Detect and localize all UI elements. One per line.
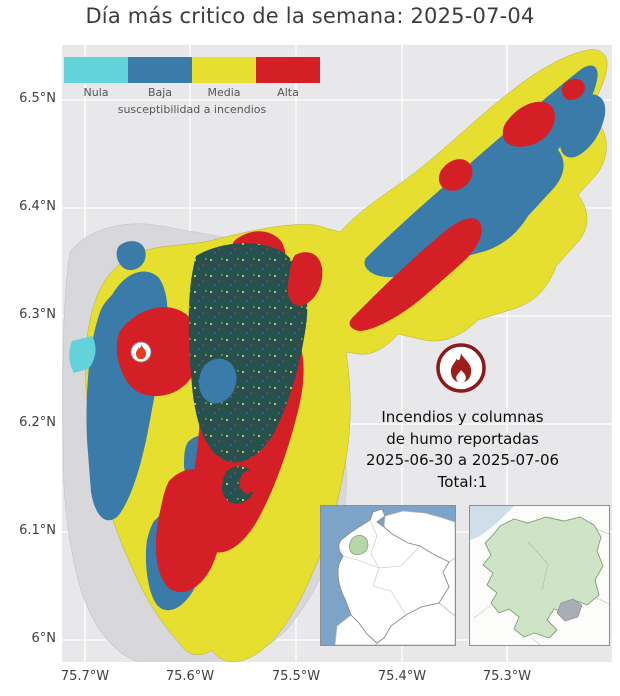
x-axis-tick-4: 75.3°W <box>482 669 532 684</box>
y-axis-tick-1: 6.4°N <box>19 199 56 214</box>
legend-swatch-media <box>192 57 256 83</box>
legend-colorbar <box>64 57 320 83</box>
fire-badge <box>436 343 486 393</box>
fire-marker <box>130 341 152 363</box>
fires-annotation: Incendios y columnas de humo reportadas … <box>320 407 605 493</box>
map-region-nula <box>69 336 96 373</box>
department-locator-art <box>470 506 609 645</box>
y-axis-tick-5: 6°N <box>31 631 57 646</box>
y-axis-tick-0: 6.5°N <box>19 91 56 106</box>
colombia-locator-art <box>334 508 455 645</box>
fires-annotation-line1: Incendios y columnas <box>381 408 544 426</box>
fires-annotation-daterange: 2025-06-30 a 2025-07-06 <box>365 451 560 469</box>
x-axis-tick-0: 75.7°W <box>60 669 110 684</box>
x-axis-tick-2: 75.5°W <box>271 669 321 684</box>
fires-annotation-line2: de humo reportadas <box>386 429 539 448</box>
antioquia-highlight <box>349 535 369 555</box>
y-axis-tick-2: 6.3°N <box>19 307 56 322</box>
page-title: Día más critico de la semana: 2025-07-04 <box>85 4 535 28</box>
legend-swatch-baja <box>128 57 192 83</box>
legend-label-alta: Alta <box>277 86 299 99</box>
y-axis-tick-4: 6.1°N <box>19 523 56 538</box>
fires-annotation-total: Total:1 <box>437 472 488 491</box>
x-axis-tick-1: 75.6°W <box>165 669 215 684</box>
y-axis-tick-3: 6.2°N <box>19 415 56 430</box>
legend-labels: Nula Baja Media Alta <box>64 83 320 99</box>
legend-label-media: Media <box>207 86 241 99</box>
legend-label-nula: Nula <box>83 86 109 99</box>
inset-colombia-map <box>320 505 456 646</box>
map-texture-patches <box>198 252 323 494</box>
x-axis-tick-3: 75.4°W <box>377 669 427 684</box>
inset-department-map <box>469 505 610 646</box>
legend-caption: susceptibilidad a incendios <box>117 103 267 116</box>
legend: Nula Baja Media Alta susceptibilidad a i… <box>64 57 320 116</box>
legend-label-baja: Baja <box>147 86 173 99</box>
department-shape <box>482 516 604 639</box>
legend-swatch-alta <box>256 57 320 83</box>
legend-swatch-nula <box>64 57 128 83</box>
study-subregion-highlight <box>556 598 583 622</box>
